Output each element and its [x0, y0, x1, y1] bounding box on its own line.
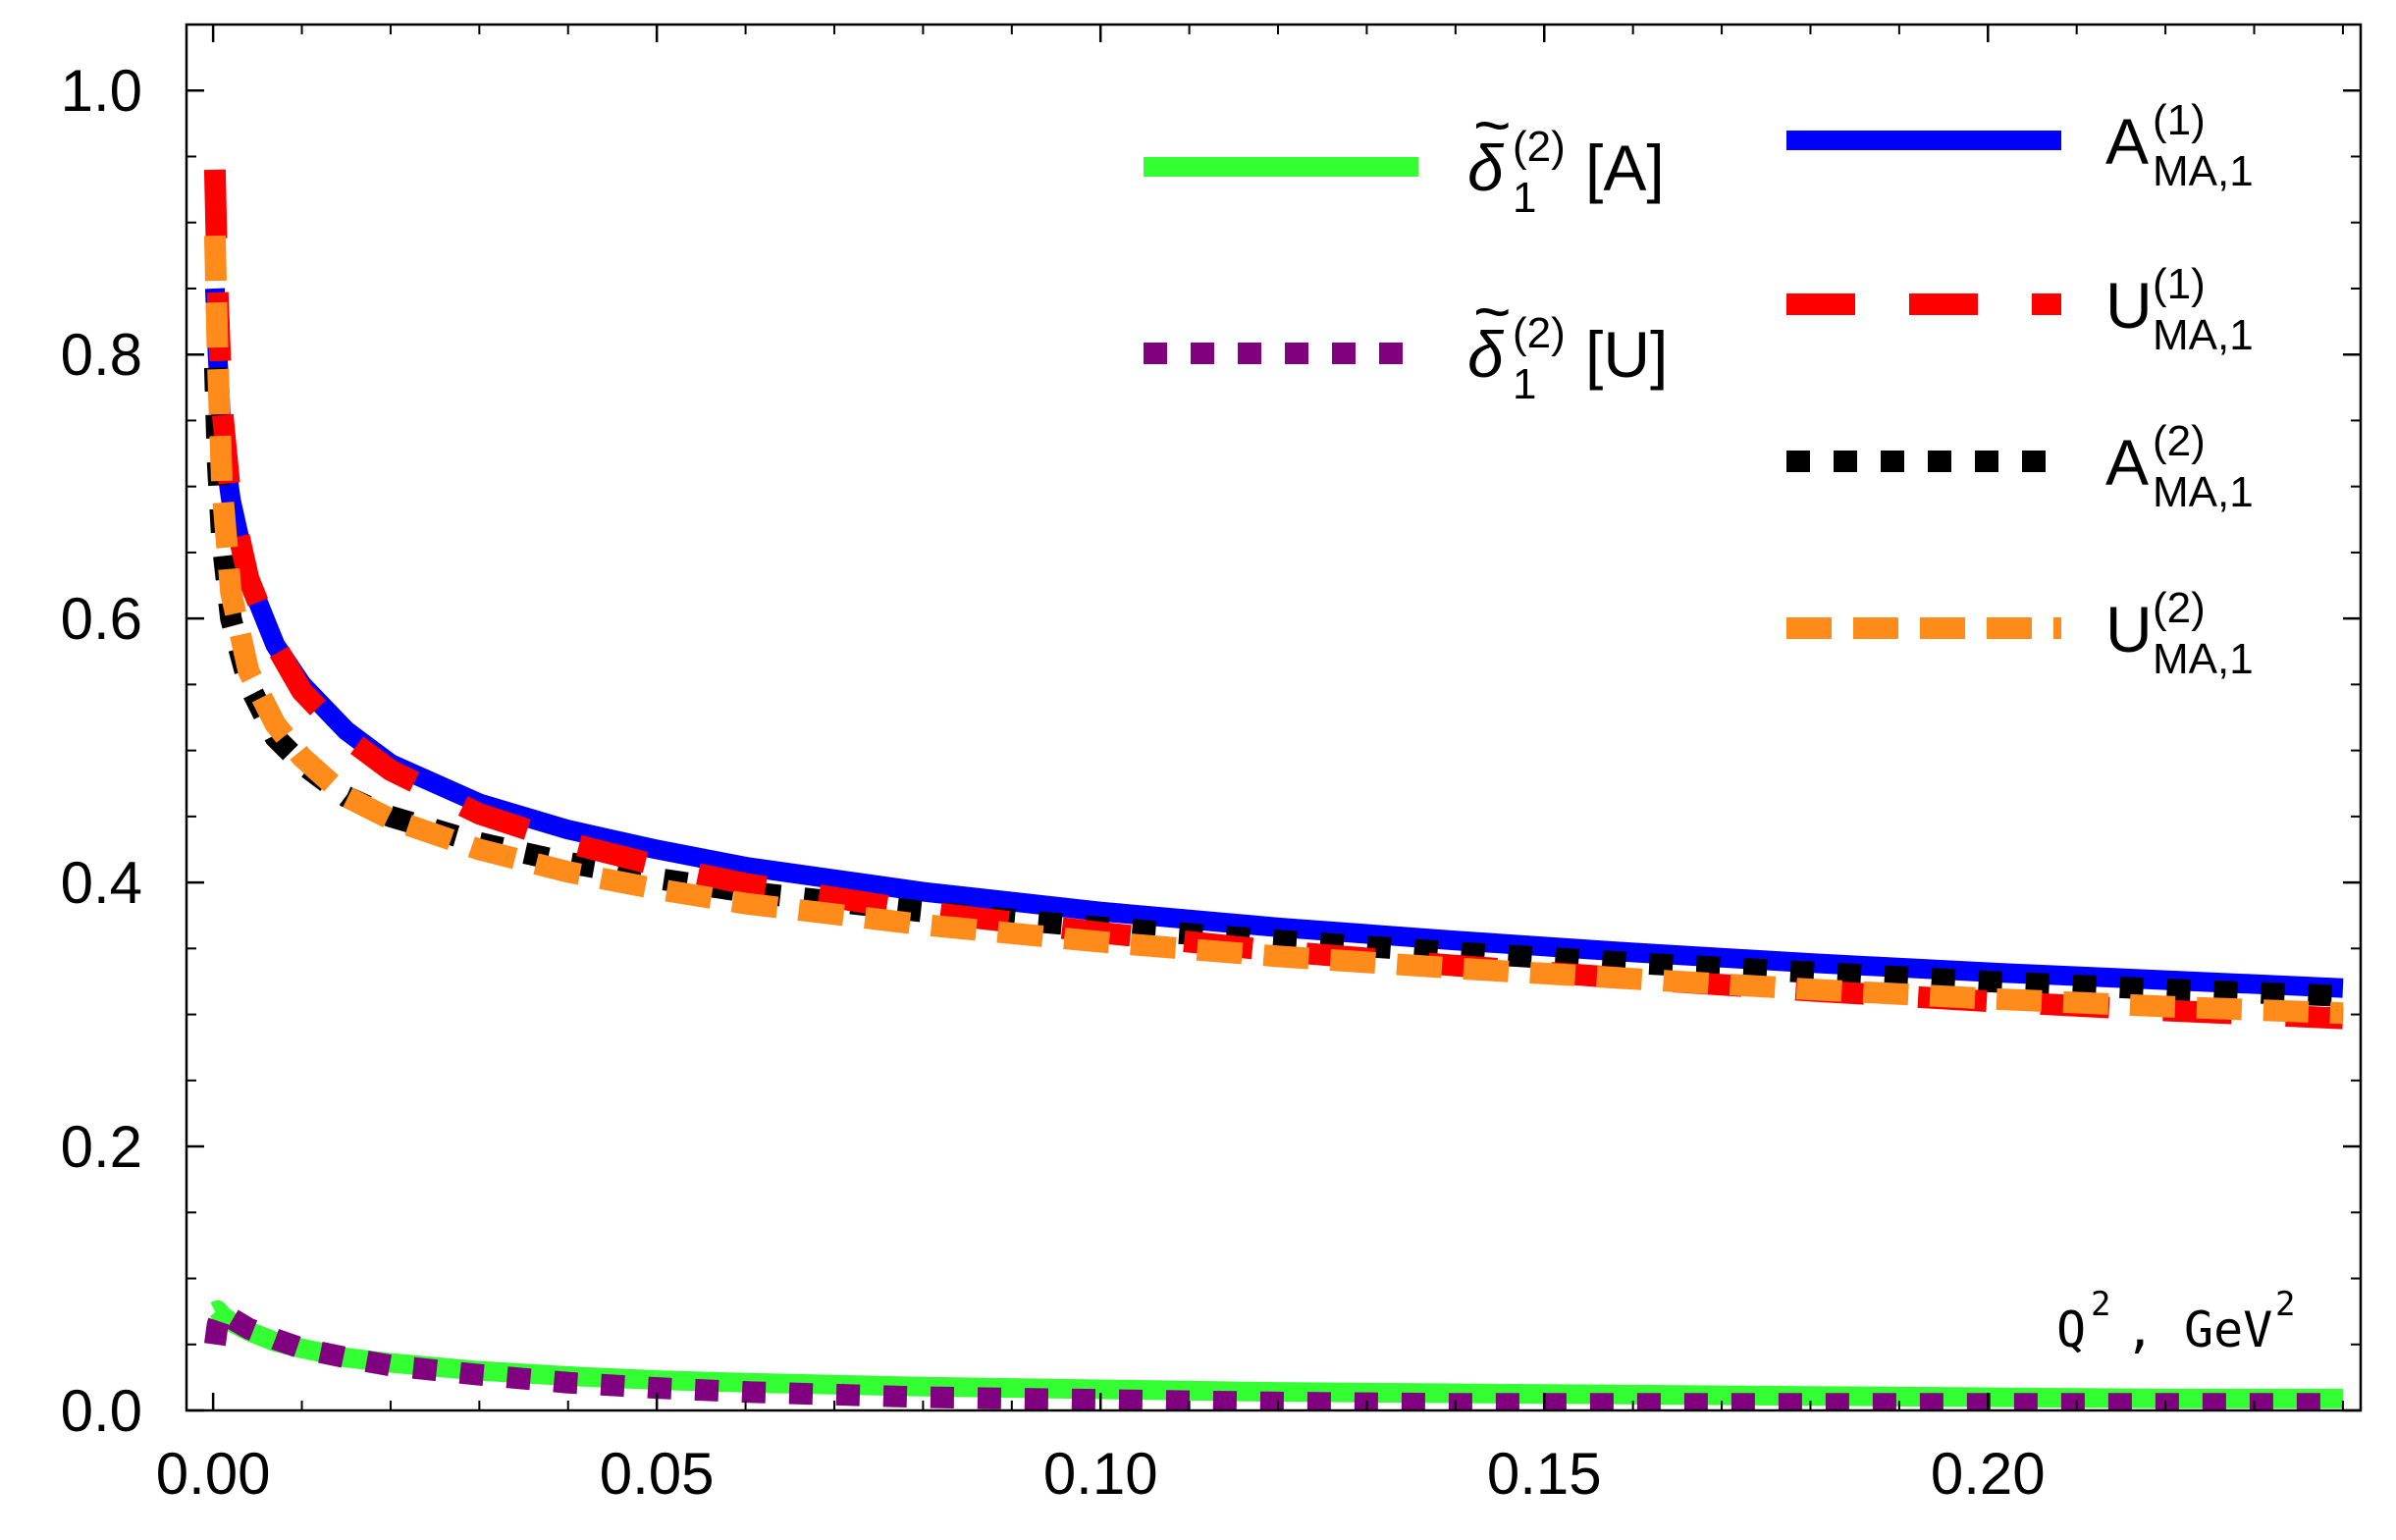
legend-superscript: (1)	[2153, 260, 2206, 308]
legend-subscript: MA,1	[2153, 468, 2254, 516]
x-axis-label: Q 2, GeV 2	[2056, 1285, 2295, 1358]
legend-label: A	[2105, 426, 2149, 499]
series-line-1-2-u-5	[204, 1301, 2343, 1410]
legend-subscript: MA,1	[2153, 635, 2254, 683]
legend-entry: U (1)MA,1	[1786, 260, 2254, 359]
series-layer	[203, 169, 2344, 1410]
x-tick-label: 0.20	[1931, 1441, 2046, 1507]
y-tick-label: 0.2	[61, 1114, 142, 1180]
series-line-u-ma-1-1-1	[203, 169, 2344, 1030]
x-tick-label: 0.05	[600, 1441, 715, 1507]
x-tick-label: 0.00	[156, 1441, 271, 1507]
legend-label: δ	[1467, 132, 1505, 204]
x-axis-label-var: Q	[2056, 1301, 2086, 1358]
legend-subscript: MA,1	[2153, 147, 2254, 195]
legend-subscript: 1	[1513, 360, 1536, 408]
legend-subscript: 1	[1513, 174, 1536, 222]
x-axis-label-unit-sup: 2	[2275, 1285, 2295, 1324]
legend-label: U	[2105, 593, 2153, 665]
legend-superscript: (2)	[2153, 584, 2206, 632]
legend-subscript: MA,1	[2153, 311, 2254, 359]
legend-superscript: (2)	[1513, 309, 1566, 357]
legend-entry: A (2)MA,1	[1786, 417, 2254, 516]
series-line-u-ma-1-2-3	[203, 235, 2344, 1025]
legend-label: A	[2105, 105, 2149, 178]
legend-entry: δ~ (2)1 [A]	[1144, 88, 1665, 222]
legend-superscript: (1)	[2153, 96, 2206, 144]
y-tick-label: 1.0	[61, 58, 142, 124]
legend-entry: U (2)MA,1	[1786, 584, 2254, 683]
y-tick-label: 0.4	[61, 850, 142, 916]
legend-bracket: [A]	[1585, 132, 1665, 204]
legend-entry: A (1)MA,1	[1786, 96, 2254, 195]
y-tick-label: 0.8	[61, 322, 142, 388]
legend-label: U	[2105, 269, 2153, 342]
legend-superscript: (2)	[2153, 417, 2206, 465]
y-tick-label: 0.0	[61, 1378, 142, 1444]
x-tick-label: 0.15	[1487, 1441, 1602, 1507]
legend-bracket: [U]	[1585, 318, 1668, 391]
plot-frame	[185, 23, 2363, 1412]
legend-label: δ	[1467, 318, 1505, 391]
legend: δ~ (2)1 [A]δ~ (2)1 [U]A (1)MA,1U (1)MA,1A (2)MA…	[1144, 88, 2254, 683]
legend-entry: δ~ (2)1 [U]	[1144, 275, 1668, 408]
legend-tilde: ~	[1473, 275, 1512, 347]
x-axis-label-sup: 2	[2091, 1285, 2110, 1324]
y-tick-label: 0.6	[61, 586, 142, 652]
x-axis-label-unit: GeV	[2184, 1301, 2272, 1358]
legend-tilde: ~	[1473, 88, 1512, 161]
legend-superscript: (2)	[1513, 123, 1566, 171]
ticks-layer: 0.00 0.05 0.10 0.15 0.20 0.0 0.2 0.4 0.6 0.8 1.0	[61, 25, 2361, 1507]
x-tick-label: 0.10	[1043, 1441, 1158, 1507]
x-axis-label-sep: ,	[2125, 1301, 2155, 1358]
